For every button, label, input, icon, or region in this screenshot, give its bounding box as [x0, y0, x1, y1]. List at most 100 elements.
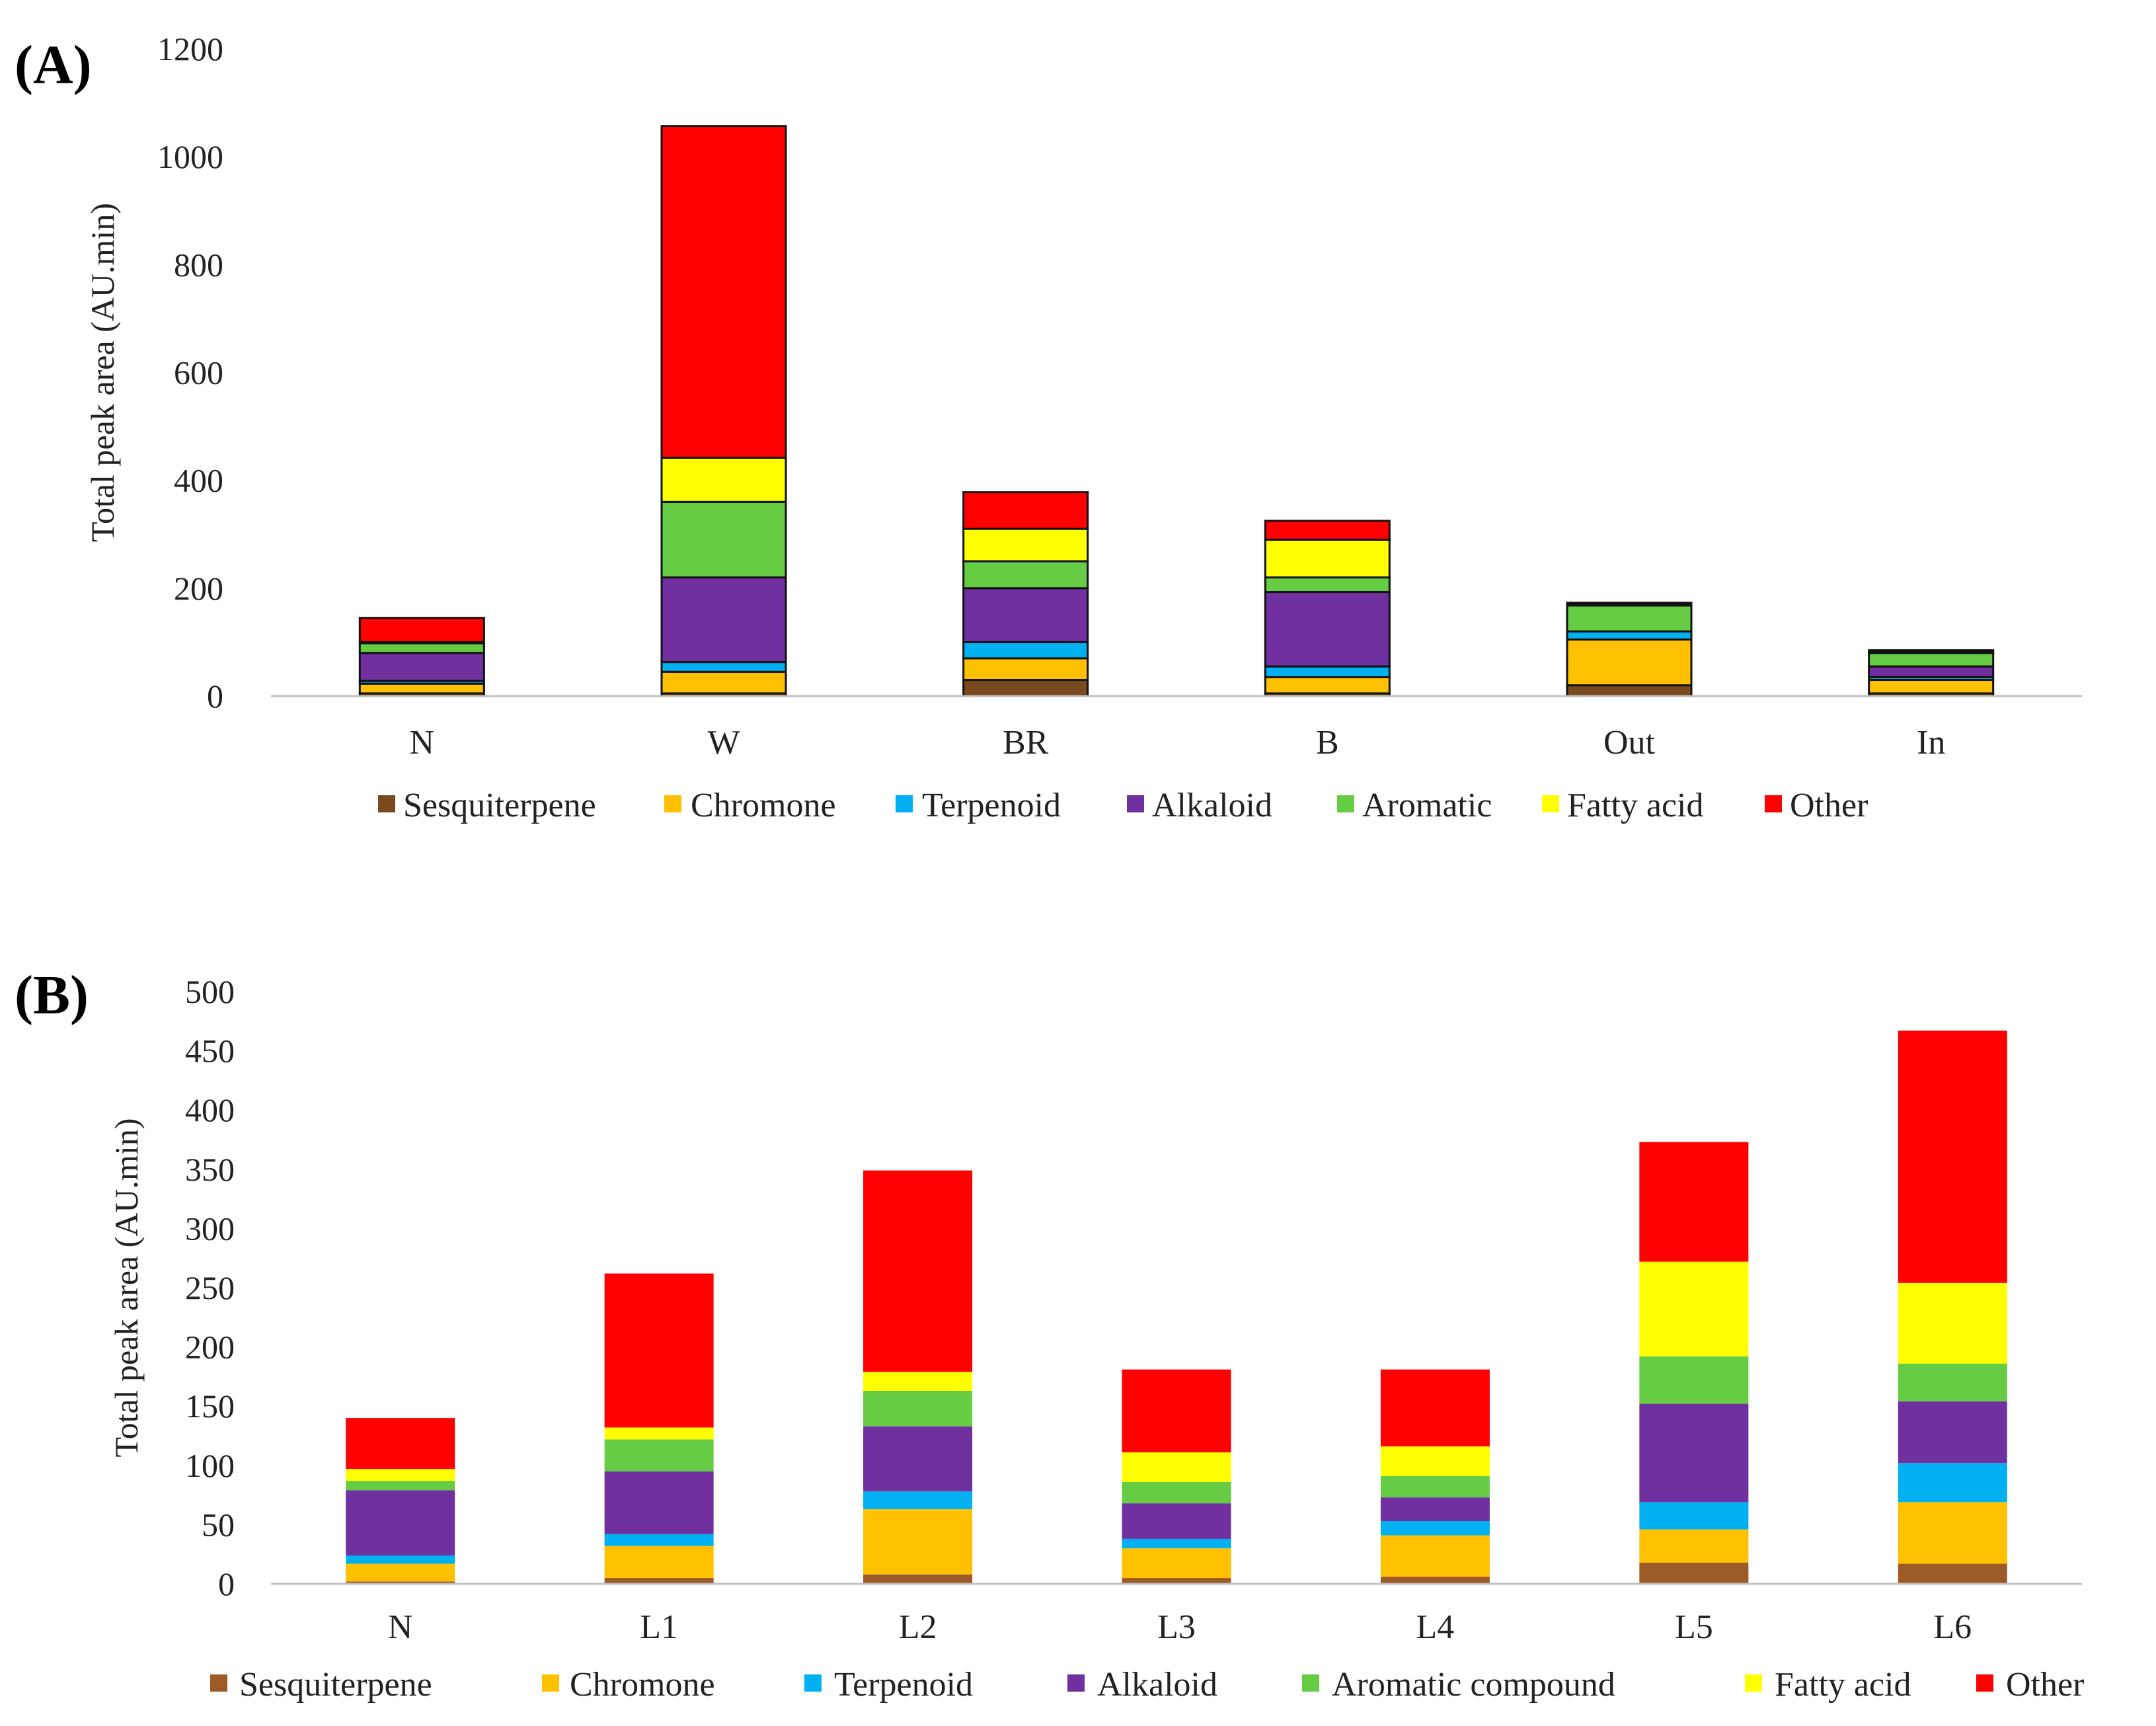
bar-segment [1122, 1369, 1231, 1453]
legend-swatch [1976, 1674, 1993, 1692]
y-tick-label: 200 [185, 1329, 235, 1366]
bar-segment [1264, 576, 1391, 594]
bar-segment [1898, 1463, 2007, 1503]
bar-segment [1898, 1363, 2007, 1402]
x-category-label: L1 [640, 1608, 678, 1646]
y-tick-label: 500 [185, 973, 235, 1010]
legend-label: Aromatic compound [1332, 1666, 1615, 1704]
bar-segment [962, 491, 1089, 530]
legend-label: Alkaloid [1097, 1666, 1217, 1704]
legend-swatch [664, 795, 681, 812]
bar-segment [358, 682, 485, 695]
legend-swatch [1542, 795, 1559, 812]
legend-swatch [1067, 1674, 1085, 1692]
x-category-label: Out [1603, 724, 1656, 762]
bar-segment [604, 1427, 714, 1440]
panel-a-label: (A) [15, 34, 92, 96]
legend-swatch [1337, 795, 1354, 812]
y-tick-label: 450 [185, 1033, 235, 1070]
bar-segment [1264, 591, 1391, 668]
bar-segment [962, 679, 1089, 697]
legend-label: Terpenoid [922, 787, 1061, 824]
y-tick-label: 50 [202, 1506, 235, 1543]
bar-segment [1868, 679, 1995, 695]
bar-segment [1380, 1446, 1490, 1476]
x-category-label: L2 [899, 1608, 937, 1646]
bar-segment [1566, 602, 1693, 606]
bar-segment [604, 1273, 714, 1428]
legend-swatch [542, 1674, 559, 1692]
bar-segment [1122, 1578, 1231, 1584]
bar-segment [962, 587, 1089, 643]
bar-segment [1380, 1535, 1490, 1577]
bar-segment [1639, 1142, 1749, 1262]
bar-segment [660, 500, 787, 579]
bar-segment [1380, 1521, 1490, 1536]
legend-label: Sesquiterpene [403, 787, 596, 824]
y-tick-label: 1000 [157, 138, 223, 175]
bar-segment [962, 528, 1089, 563]
y-tick-label: 0 [207, 678, 223, 715]
bar-segment [1639, 1562, 1749, 1584]
bar-segment [863, 1509, 973, 1575]
y-tick-label: 100 [185, 1447, 235, 1484]
bar-segment [346, 1481, 455, 1491]
bar-segment [604, 1534, 714, 1546]
bar-segment [346, 1490, 455, 1555]
bar-segment [1122, 1548, 1231, 1579]
y-tick-label: 150 [185, 1388, 235, 1425]
bar-segment [1868, 649, 1995, 653]
bar-segment [1122, 1538, 1231, 1549]
x-category-label: L6 [1933, 1608, 1972, 1646]
legend-label: Fatty acid [1567, 787, 1704, 824]
bar-segment [1639, 1529, 1749, 1563]
panel-b-label: (B) [15, 964, 89, 1026]
bar-segment [1566, 630, 1693, 641]
bar-segment [1639, 1403, 1749, 1503]
bar-segment [660, 456, 787, 503]
bar-segment [1380, 1497, 1490, 1522]
legend-swatch [1302, 1674, 1319, 1692]
bar-segment [1868, 652, 1995, 668]
bar-segment [962, 560, 1089, 590]
x-category-label: L3 [1157, 1608, 1196, 1646]
bar-segment [1566, 604, 1693, 633]
y-axis-label: Total peak area (AU.min) [108, 1118, 145, 1458]
bar-segment [1639, 1356, 1749, 1404]
legend-label: Alkaloid [1152, 787, 1272, 824]
y-tick-label: 300 [185, 1210, 235, 1247]
bar-segment [1264, 538, 1391, 579]
panel-b-chart: (B) 0 50 100 150 200 250 300 350 400 450 500 Total p… [15, 964, 2084, 1704]
bar-segment [346, 1469, 455, 1481]
x-category-label: N [388, 1608, 413, 1646]
legend-label: Aromatic [1362, 787, 1492, 824]
legend-swatch [1745, 1674, 1762, 1692]
bar-segment [346, 1563, 455, 1582]
bar-segment [604, 1546, 714, 1579]
x-category-label: BR [1003, 724, 1049, 762]
bar-segment [660, 125, 787, 459]
legend-swatch [1127, 795, 1144, 812]
y-tick-label: 1200 [157, 30, 223, 67]
bar-segment [1898, 1031, 2007, 1283]
bar-segment [660, 661, 787, 673]
bar-segment [660, 576, 787, 664]
bar-segment [604, 1471, 714, 1534]
bar-segment [1898, 1502, 2007, 1564]
panel-a-chart: (A) 0 200 400 600 800 1000 1200 Total peak area … [15, 30, 2082, 824]
bar-segment [1122, 1503, 1231, 1539]
bar-segment [1264, 520, 1391, 541]
y-tick-label: 0 [218, 1565, 235, 1602]
bar-segment [863, 1426, 973, 1492]
x-category-label: N [410, 724, 435, 762]
legend-label: Chromone [691, 787, 836, 824]
y-tick-label: 400 [174, 462, 223, 499]
bar-segment [863, 1491, 973, 1510]
x-category-label: L5 [1675, 1608, 1713, 1646]
bar-segment [962, 657, 1089, 682]
bar-segment [358, 652, 485, 682]
legend-label: Terpenoid [834, 1666, 973, 1704]
bar-segment [1898, 1401, 2007, 1464]
bar-segment [604, 1578, 714, 1584]
